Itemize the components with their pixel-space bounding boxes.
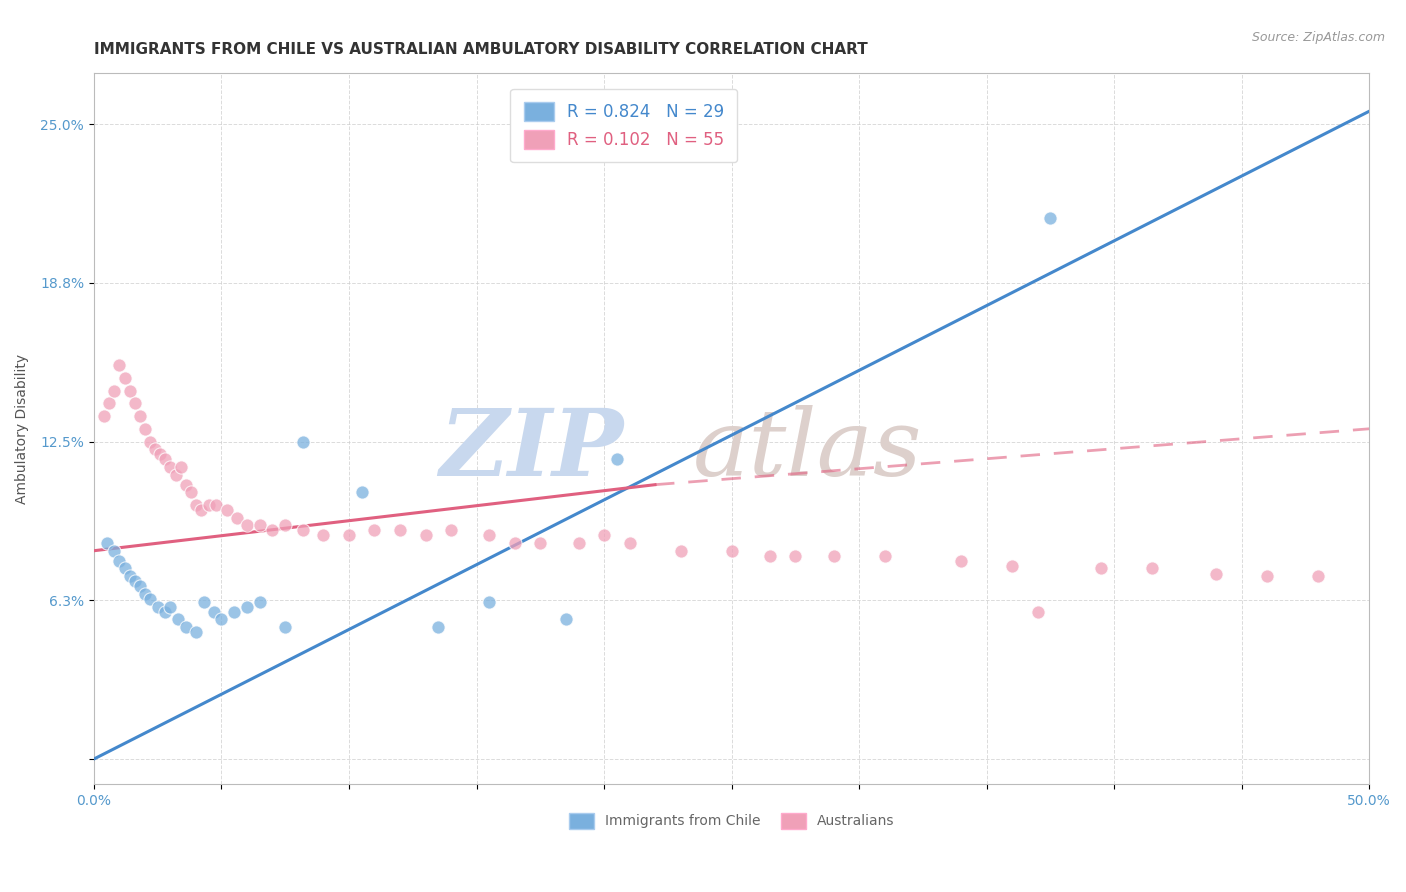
Point <box>215 503 238 517</box>
Point <box>478 594 501 608</box>
Point <box>1039 211 1062 225</box>
Point <box>593 528 616 542</box>
Point <box>337 528 360 542</box>
Text: Source: ZipAtlas.com: Source: ZipAtlas.com <box>1251 31 1385 45</box>
Point <box>950 554 973 568</box>
Point <box>249 594 271 608</box>
Point <box>103 384 125 398</box>
Point <box>503 536 526 550</box>
Point <box>292 524 315 538</box>
Point <box>155 452 177 467</box>
Point <box>146 599 169 614</box>
Point <box>1142 561 1164 575</box>
Point <box>274 620 297 634</box>
Point <box>114 371 136 385</box>
Point <box>169 459 191 474</box>
Point <box>197 498 219 512</box>
Point <box>202 605 225 619</box>
Point <box>720 543 742 558</box>
Point <box>785 549 807 563</box>
Point <box>1001 558 1024 573</box>
Point <box>98 396 121 410</box>
Point <box>93 409 115 423</box>
Point <box>1256 569 1278 583</box>
Point <box>225 510 247 524</box>
Point <box>205 498 228 512</box>
Point <box>211 612 233 626</box>
Point <box>554 612 576 626</box>
Point <box>1026 605 1049 619</box>
Point <box>236 518 259 533</box>
Point <box>118 384 141 398</box>
Point <box>174 620 197 634</box>
Y-axis label: Ambulatory Disability: Ambulatory Disability <box>15 354 30 504</box>
Point <box>159 459 181 474</box>
Text: ZIP: ZIP <box>439 405 623 495</box>
Point <box>350 485 373 500</box>
Point <box>1090 561 1112 575</box>
Point <box>149 447 172 461</box>
Point <box>759 549 782 563</box>
Point <box>193 594 215 608</box>
Point <box>274 518 297 533</box>
Point <box>167 612 190 626</box>
Point <box>108 359 131 373</box>
Point <box>155 605 177 619</box>
Point <box>292 434 315 449</box>
Point <box>124 396 146 410</box>
Point <box>174 477 197 491</box>
Point <box>236 599 259 614</box>
Point <box>139 592 162 607</box>
Point <box>159 599 181 614</box>
Point <box>124 574 146 589</box>
Point <box>388 524 411 538</box>
Point <box>190 503 212 517</box>
Legend: Immigrants from Chile, Australians: Immigrants from Chile, Australians <box>562 807 900 834</box>
Point <box>567 536 589 550</box>
Point <box>118 569 141 583</box>
Point <box>1205 566 1227 581</box>
Point <box>262 524 284 538</box>
Point <box>103 543 125 558</box>
Point <box>180 485 202 500</box>
Point <box>440 524 463 538</box>
Point <box>1306 569 1329 583</box>
Point <box>184 625 207 640</box>
Point <box>415 528 437 542</box>
Text: atlas: atlas <box>693 405 922 495</box>
Point <box>139 434 162 449</box>
Point <box>128 579 150 593</box>
Point <box>108 554 131 568</box>
Point <box>249 518 271 533</box>
Point <box>606 452 628 467</box>
Point <box>134 422 156 436</box>
Point <box>143 442 166 456</box>
Point <box>128 409 150 423</box>
Point <box>134 587 156 601</box>
Point <box>312 528 335 542</box>
Point <box>114 561 136 575</box>
Point <box>669 543 692 558</box>
Point <box>184 498 207 512</box>
Point <box>619 536 641 550</box>
Point <box>823 549 845 563</box>
Point <box>224 605 246 619</box>
Point <box>873 549 896 563</box>
Point <box>529 536 551 550</box>
Point <box>478 528 501 542</box>
Point <box>427 620 450 634</box>
Point <box>165 467 187 482</box>
Text: IMMIGRANTS FROM CHILE VS AUSTRALIAN AMBULATORY DISABILITY CORRELATION CHART: IMMIGRANTS FROM CHILE VS AUSTRALIAN AMBU… <box>94 42 868 57</box>
Point <box>363 524 385 538</box>
Point <box>96 536 118 550</box>
